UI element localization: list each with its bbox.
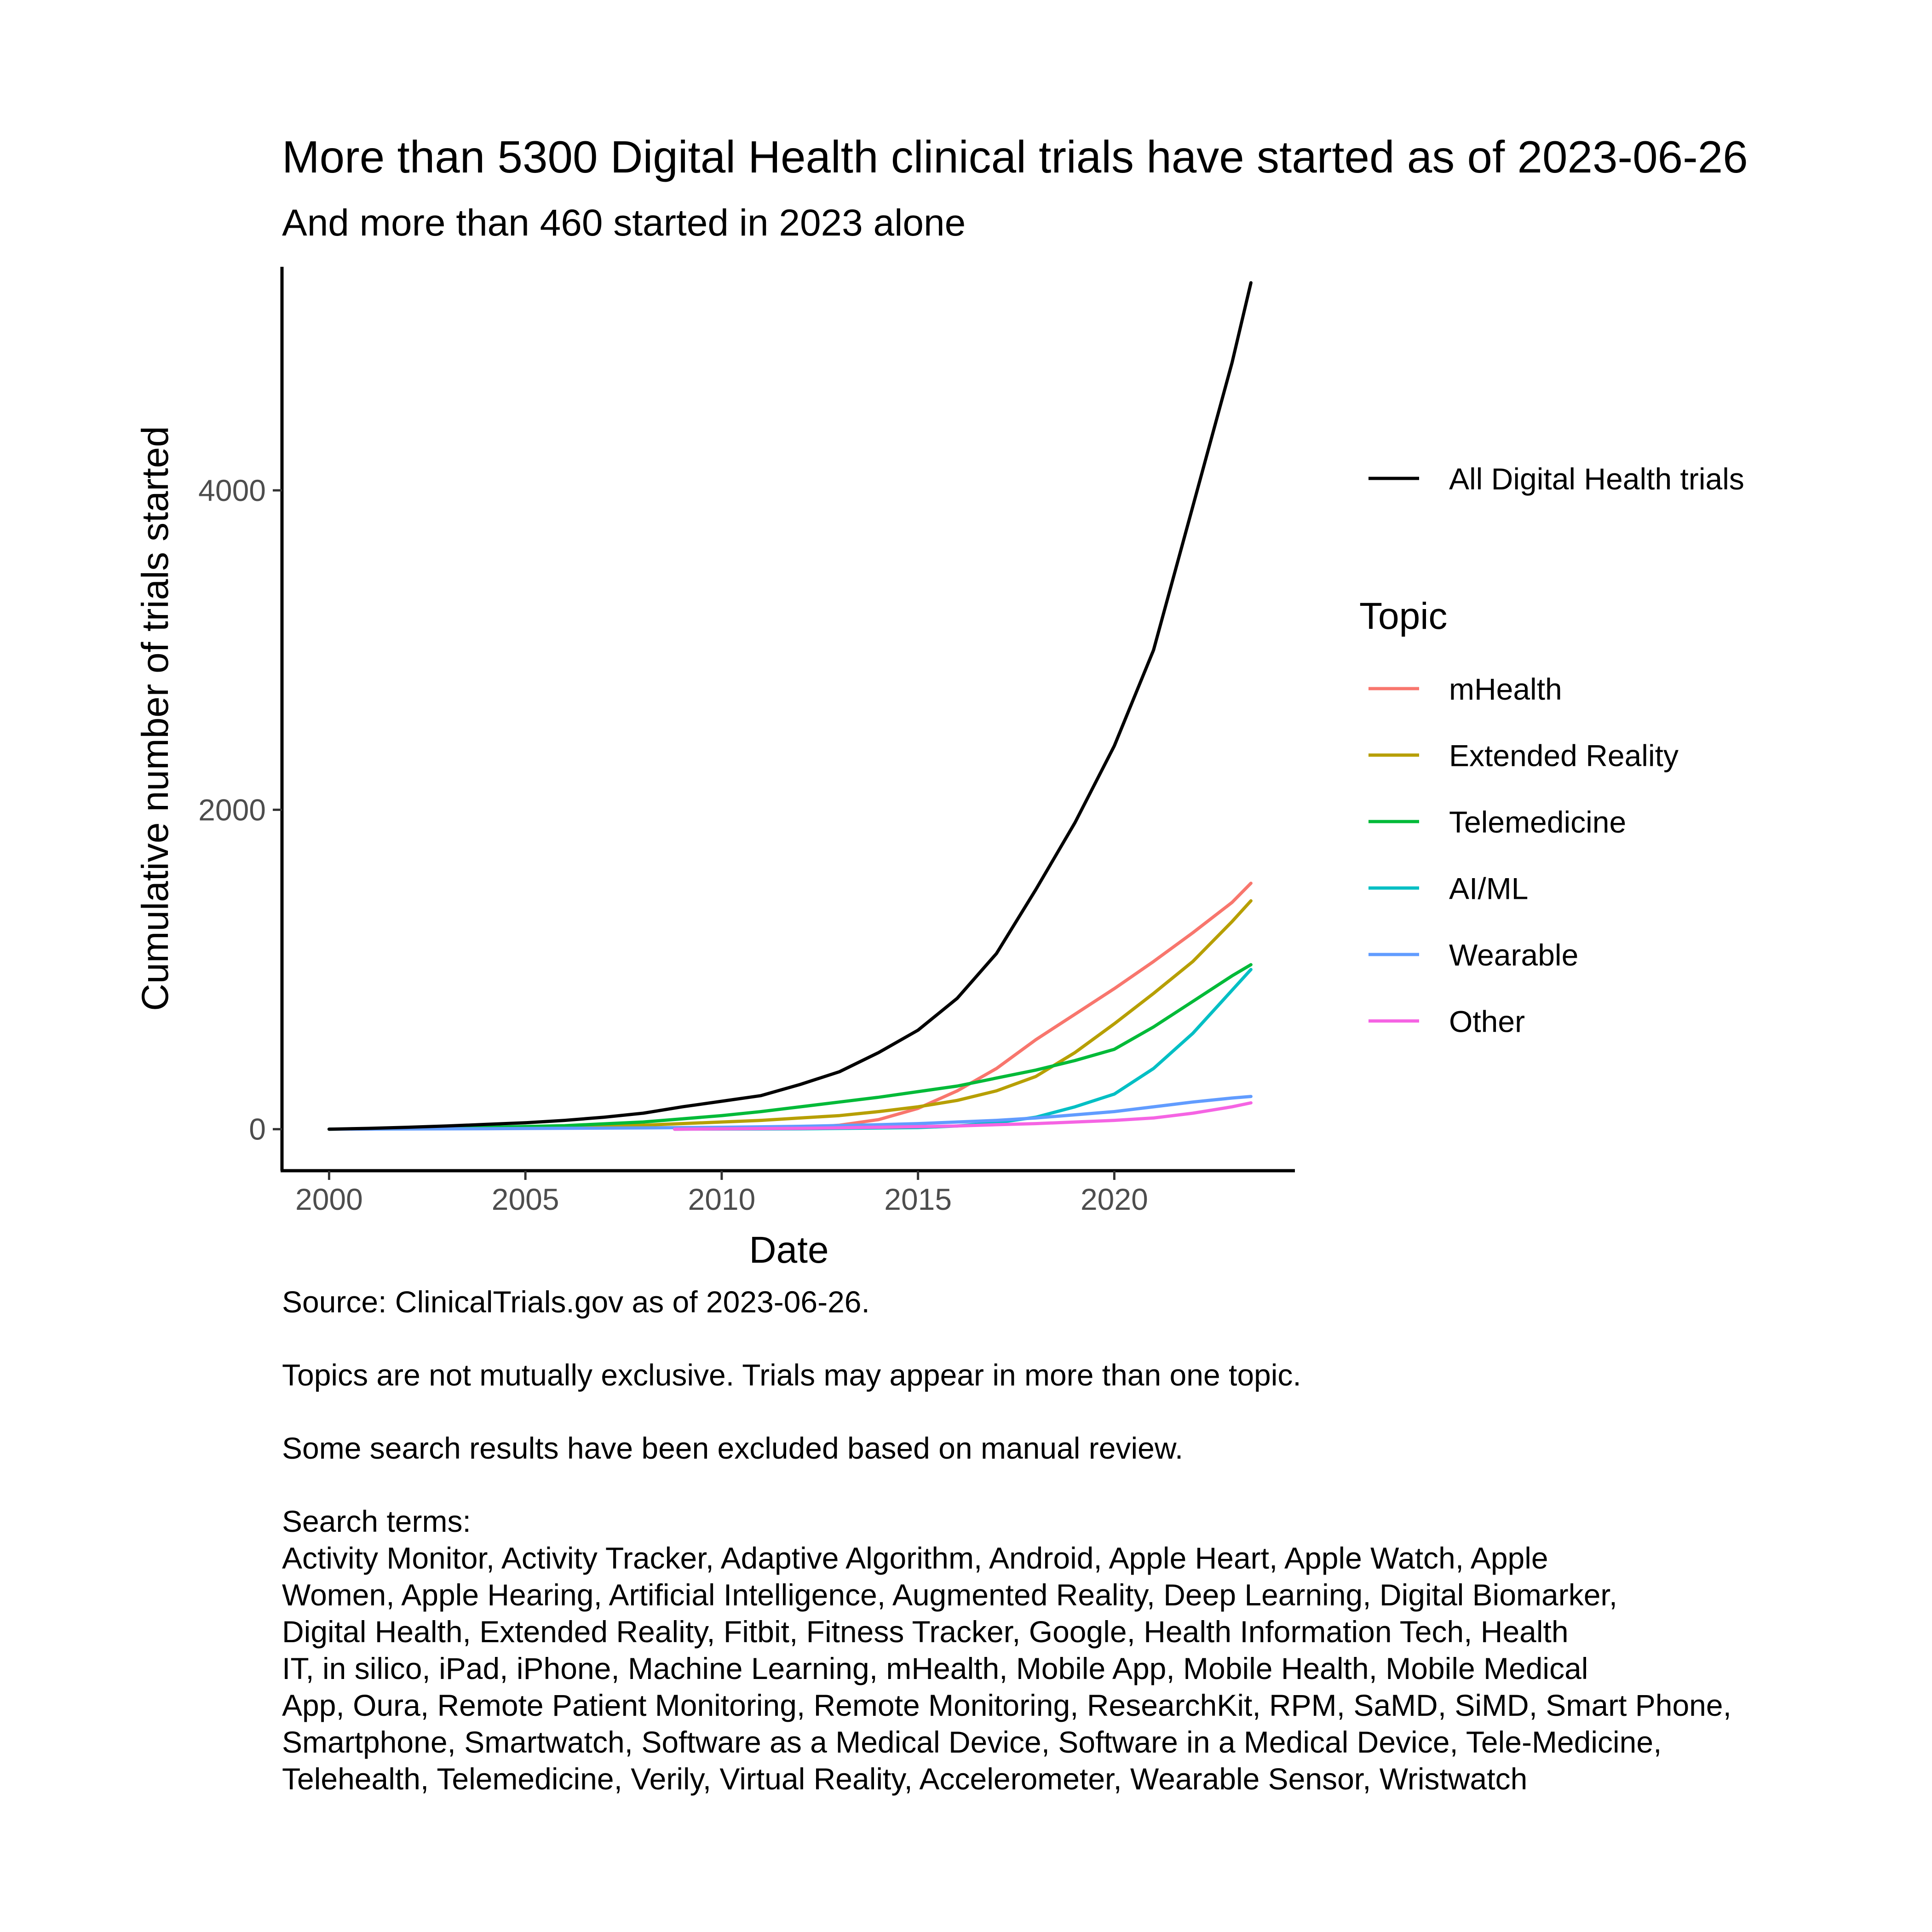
plot-area: 2000 2005 2010 2015 2020 0 2000 4000 xyxy=(198,267,1295,1216)
y-tick-label: 0 xyxy=(249,1112,266,1146)
series-line-mhealth xyxy=(673,881,1253,1131)
caption-terms-line: Telehealth, Telemedicine, Verily, Virtua… xyxy=(282,1762,1528,1796)
series-line-telemedicine xyxy=(327,963,1253,1131)
caption-terms-line: App, Oura, Remote Patient Monitoring, Re… xyxy=(282,1688,1731,1722)
y-tick-label: 4000 xyxy=(198,473,266,507)
y-tick-label: 2000 xyxy=(198,793,266,827)
series-layer xyxy=(327,281,1253,1131)
legend-label: Wearable xyxy=(1449,938,1578,972)
caption-note-exclusive: Topics are not mutually exclusive. Trial… xyxy=(282,1358,1301,1392)
chart-title: More than 5300 Digital Health clinical t… xyxy=(282,132,1748,182)
caption-terms-line: Activity Monitor, Activity Tracker, Adap… xyxy=(282,1541,1548,1575)
chart-subtitle: And more than 460 started in 2023 alone xyxy=(282,202,966,244)
caption: Source: ClinicalTrials.gov as of 2023-06… xyxy=(282,1283,1920,1797)
caption-terms-line: IT, in silico, iPad, iPhone, Machine Lea… xyxy=(282,1651,1588,1685)
legend-label: Telemedicine xyxy=(1449,805,1626,839)
legend-label: mHealth xyxy=(1449,672,1562,706)
legend: All Digital Health trials Topic mHealth E… xyxy=(1359,462,1744,1039)
legend-topics: mHealth Extended Reality Telemedicine AI/ML… xyxy=(1368,672,1679,1039)
x-axis-title: Date xyxy=(749,1229,828,1271)
caption-terms-line: Digital Health, Extended Reality, Fitbit… xyxy=(282,1615,1569,1649)
legend-label: AI/ML xyxy=(1449,872,1528,906)
caption-terms-line: Women, Apple Hearing, Artificial Intelli… xyxy=(282,1578,1618,1612)
x-ticks: 2000 2005 2010 2015 2020 xyxy=(295,1171,1148,1216)
x-tick-label: 2005 xyxy=(492,1182,559,1216)
caption-terms-heading: Search terms: xyxy=(282,1504,471,1538)
y-ticks: 0 2000 4000 xyxy=(198,473,282,1146)
x-tick-label: 2015 xyxy=(884,1182,952,1216)
series-line-all-digital-health-trials xyxy=(327,281,1253,1131)
caption-terms-line: Smartphone, Smartwatch, Software as a Me… xyxy=(282,1725,1662,1759)
legend-all-trials: All Digital Health trials xyxy=(1368,462,1744,496)
legend-title: Topic xyxy=(1359,595,1447,637)
y-axis-title: Cumulative number of trials started xyxy=(134,426,176,1011)
x-tick-label: 2010 xyxy=(688,1182,755,1216)
legend-label: All Digital Health trials xyxy=(1449,462,1744,496)
series-line-other xyxy=(673,1101,1253,1131)
x-tick-label: 2020 xyxy=(1081,1182,1148,1216)
legend-label: Extended Reality xyxy=(1449,739,1679,773)
caption-source: Source: ClinicalTrials.gov as of 2023-06… xyxy=(282,1285,870,1319)
caption-note-review: Some search results have been excluded b… xyxy=(282,1431,1184,1465)
legend-label: Other xyxy=(1449,1005,1525,1039)
x-tick-label: 2000 xyxy=(295,1182,363,1216)
